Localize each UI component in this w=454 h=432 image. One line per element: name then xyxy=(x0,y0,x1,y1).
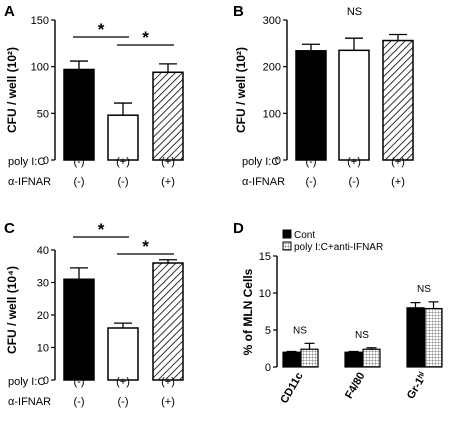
y-axis-label: CFU / well (10⁴) xyxy=(5,266,19,354)
y-tick-label: 100 xyxy=(31,62,49,74)
bar xyxy=(152,71,184,161)
bar xyxy=(107,327,139,381)
y-tick-label: 20 xyxy=(37,310,49,322)
y-tick-label: 300 xyxy=(263,15,281,27)
legend-label: poly I:C+anti-IFNAR xyxy=(294,242,383,253)
bar xyxy=(63,278,95,381)
condition-label: poly I:C xyxy=(8,156,45,168)
condition-value: (+) xyxy=(391,176,405,188)
bar xyxy=(295,50,327,161)
condition-label: poly I:C xyxy=(8,376,45,388)
condition-value: (+) xyxy=(116,156,130,168)
y-tick-label: 0 xyxy=(275,155,281,167)
condition-label: α-IFNAR xyxy=(8,176,51,188)
condition-value: (+) xyxy=(161,156,175,168)
x-tick-label: Gr-1ʰⁱ xyxy=(404,370,430,401)
bar xyxy=(406,307,425,368)
bar xyxy=(63,68,95,161)
y-tick-label: 200 xyxy=(263,62,281,74)
significance-star: * xyxy=(98,220,105,239)
condition-value: (-) xyxy=(306,156,317,168)
panel-letter-a: A xyxy=(4,3,15,20)
y-tick-label: 0 xyxy=(43,375,49,387)
panel-a-chart: 0 50 100 150 CFU / well (10²) * * poly I:C (-) (+… xyxy=(5,15,184,188)
bar xyxy=(107,114,139,161)
legend-swatch xyxy=(282,241,292,251)
bar xyxy=(382,39,414,161)
panel-b-chart: 0 100 200 300 CFU / well (10²) NS poly I:C (-) (… xyxy=(234,6,414,188)
bar xyxy=(152,262,184,381)
significance-star: * xyxy=(142,237,149,256)
panel-letter-d: D xyxy=(233,220,244,237)
condition-value: (+) xyxy=(116,376,130,388)
y-tick-label: 30 xyxy=(37,278,49,290)
panel-letter-b: B xyxy=(233,3,244,20)
significance-star: * xyxy=(142,28,149,47)
y-tick-label: 5 xyxy=(265,325,271,337)
bar xyxy=(344,351,363,368)
significance-label: NS xyxy=(293,325,307,336)
y-tick-label: 10 xyxy=(37,343,49,355)
bar xyxy=(362,348,381,368)
y-axis-label: % of MLN Cells xyxy=(241,268,255,355)
x-tick-label: CD11c xyxy=(278,371,305,406)
y-tick-label: 0 xyxy=(43,155,49,167)
bar xyxy=(282,351,301,368)
panel-c-chart: 0 10 20 30 40 CFU / well (10⁴) * * poly I:C (-) (+… xyxy=(5,220,184,408)
condition-value: (+) xyxy=(161,376,175,388)
y-axis-label: CFU / well (10²) xyxy=(5,47,19,133)
bar xyxy=(338,49,370,161)
significance-label: NS xyxy=(417,284,431,295)
condition-value: (+) xyxy=(391,156,405,168)
condition-value: (+) xyxy=(161,396,175,408)
significance-label: NS xyxy=(355,330,369,341)
condition-value: (-) xyxy=(74,376,85,388)
panel-letter-c: C xyxy=(4,220,15,237)
y-tick-label: 0 xyxy=(265,362,271,374)
y-tick-label: 50 xyxy=(37,108,49,120)
y-tick-label: 150 xyxy=(31,15,49,27)
condition-value: (-) xyxy=(74,176,85,188)
condition-value: (-) xyxy=(74,156,85,168)
significance-star: * xyxy=(98,20,105,39)
y-axis-label: CFU / well (10²) xyxy=(234,47,248,133)
condition-label: α-IFNAR xyxy=(8,396,51,408)
legend-label: Cont xyxy=(294,230,315,241)
condition-value: (+) xyxy=(347,156,361,168)
x-tick-label: F4/80 xyxy=(343,371,367,401)
bar xyxy=(424,307,443,368)
significance-label: NS xyxy=(347,6,362,18)
condition-value: (-) xyxy=(349,176,360,188)
y-tick-label: 40 xyxy=(37,245,49,257)
condition-value: (+) xyxy=(161,176,175,188)
bar xyxy=(300,348,319,368)
condition-value: (-) xyxy=(118,176,129,188)
y-tick-label: 15 xyxy=(259,251,271,263)
condition-value: (-) xyxy=(306,176,317,188)
condition-value: (-) xyxy=(118,396,129,408)
condition-label: α-IFNAR xyxy=(242,176,285,188)
condition-label: poly I:C xyxy=(242,156,279,168)
y-tick-label: 100 xyxy=(263,108,281,120)
condition-value: (-) xyxy=(74,396,85,408)
y-tick-label: 10 xyxy=(259,288,271,300)
legend-swatch xyxy=(282,229,292,239)
